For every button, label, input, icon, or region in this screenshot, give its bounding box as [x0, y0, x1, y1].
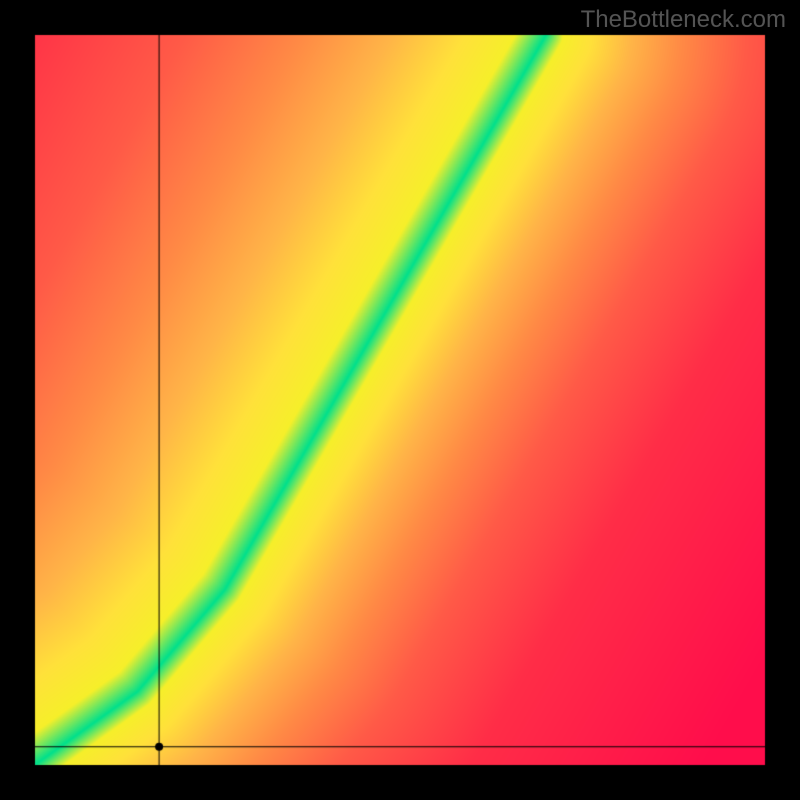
watermark-text: TheBottleneck.com — [581, 6, 786, 34]
chart-container: TheBottleneck.com — [0, 0, 800, 800]
heatmap-plot — [0, 0, 800, 800]
